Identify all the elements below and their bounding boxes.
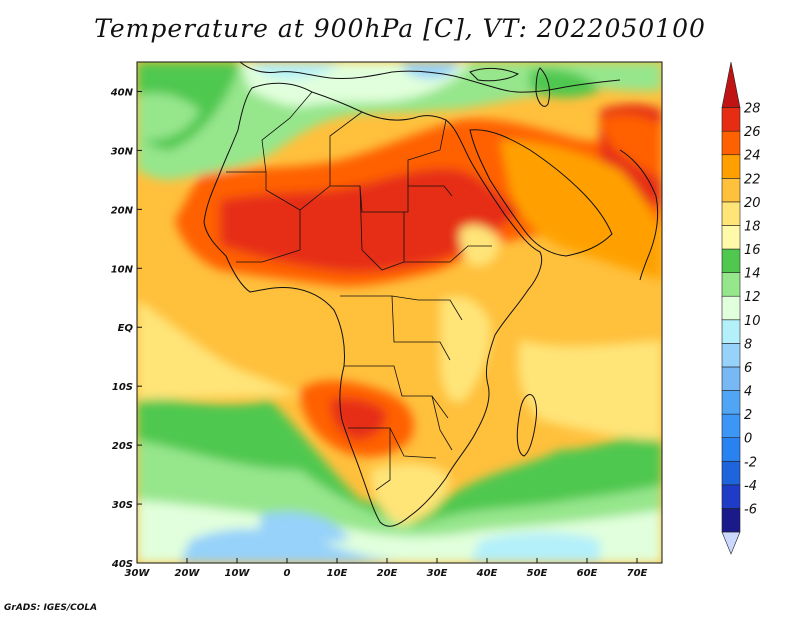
map-title: Temperature at 900hPa [C], VT: 202205010… — [94, 14, 706, 43]
lon-tick-label: 10W — [225, 568, 251, 579]
colorbar-label: 14 — [744, 267, 761, 282]
colorbar-label: 28 — [744, 102, 761, 117]
map-frame — [136, 61, 663, 564]
colorbar-label: 0 — [744, 432, 752, 447]
caspian-coastline — [535, 67, 551, 107]
india-coastline — [619, 149, 659, 281]
colorbar-bin — [721, 130, 741, 156]
colorbar-bin — [721, 343, 741, 368]
colorbar-bin — [721, 366, 741, 391]
colorbar-label: 26 — [744, 125, 761, 140]
lon-tick-label: 0 — [284, 568, 291, 579]
colorbar-label: 2 — [744, 408, 752, 423]
colorbar-bin — [721, 178, 741, 203]
lat-tick-label: 40S — [111, 559, 133, 570]
colorbar-bin — [721, 225, 741, 250]
colorbar-label: 24 — [744, 149, 761, 164]
lon-tick-label: 30E — [427, 568, 448, 579]
lon-tick-label: 10E — [327, 568, 348, 579]
colorbar-label: 8 — [744, 337, 752, 352]
colorbar-label: -2 — [744, 455, 757, 470]
colorbar-label: 10 — [744, 314, 761, 329]
colorbar-bin — [721, 460, 741, 486]
colorbar-bin — [721, 437, 741, 462]
axis-ticks — [136, 90, 638, 564]
colorbar-bin — [721, 248, 741, 273]
credit-text: GrADS: IGES/COLA — [4, 603, 98, 613]
axis-labels: 30W 20W 10W 0 10E 20E 30E 40E 50E 60E 70E 40N 30N 20N… — [110, 87, 648, 579]
lat-tick-label: 20S — [112, 441, 133, 452]
colorbar-bin — [721, 107, 741, 132]
lat-tick-label: 10N — [111, 264, 134, 275]
colorbar-bin — [721, 295, 741, 321]
lon-tick-label: 60E — [577, 568, 598, 579]
colorbar-bin — [721, 508, 741, 533]
lat-tick-label: 40N — [110, 87, 134, 98]
lat-tick-label: 30S — [112, 500, 133, 511]
colorbar-bin — [721, 390, 741, 415]
colorbar-bin — [721, 272, 741, 297]
colorbar-below-arrow — [721, 531, 741, 555]
colorbar-bin — [721, 61, 741, 108]
colorbar-bin — [721, 154, 741, 179]
colorbar-bin — [721, 201, 741, 226]
arabia-coastline — [469, 129, 613, 257]
lon-tick-label: 30W — [125, 568, 151, 579]
lat-tick-label: 30N — [111, 146, 134, 157]
lat-tick-label: 10S — [112, 382, 133, 393]
lon-tick-label: 70E — [627, 568, 648, 579]
country-borders — [226, 91, 492, 491]
lat-tick-label: EQ — [118, 323, 134, 334]
colorbar-bin — [721, 413, 741, 438]
colorbar-label: -6 — [744, 502, 757, 517]
colorbar-label: 20 — [744, 196, 761, 211]
colorbar-bin — [721, 319, 741, 344]
colorbar-label: 12 — [744, 290, 761, 305]
colorbar-label: 16 — [744, 243, 761, 258]
lon-tick-label: 20W — [175, 568, 201, 579]
temperature-field — [137, 62, 662, 563]
colorbar-label: 4 — [744, 385, 752, 400]
colorbar-bin — [721, 484, 741, 509]
colorbar-label: -4 — [744, 479, 757, 494]
lon-tick-label: 50E — [527, 568, 548, 579]
lon-tick-label: 40E — [476, 568, 498, 579]
colorbar-label: 22 — [744, 172, 761, 187]
black-sea-coastline — [469, 67, 520, 82]
madagascar-coastline — [516, 394, 537, 457]
colorbar-label: 18 — [744, 219, 761, 234]
lat-tick-label: 20N — [111, 205, 134, 216]
lon-tick-label: 20E — [377, 568, 398, 579]
europe-coastline — [239, 62, 621, 93]
colorbar-label: 6 — [744, 361, 752, 376]
